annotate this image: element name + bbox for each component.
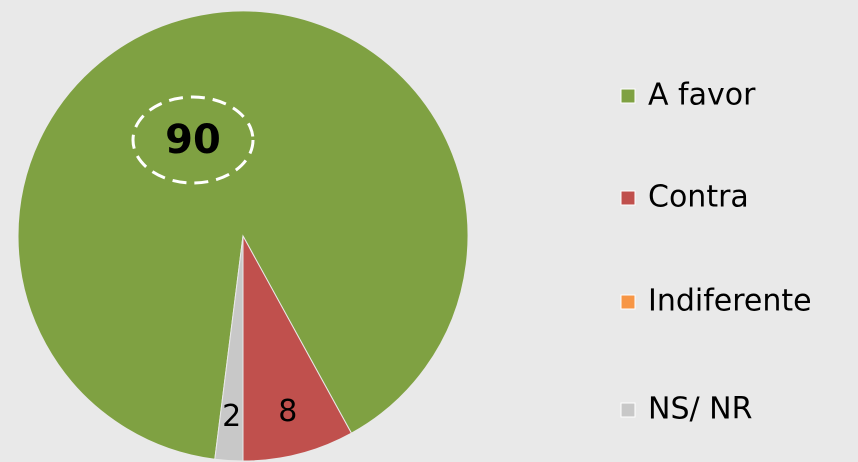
- legend-swatch: [620, 88, 636, 104]
- data-label: 2: [222, 399, 241, 434]
- data-label: 8: [278, 394, 297, 429]
- legend-label: NS/ NR: [648, 392, 752, 427]
- label-highlight: [131, 95, 255, 185]
- legend-label: Contra: [648, 180, 749, 215]
- data-label: 90: [165, 117, 221, 163]
- pie-slice: [17, 10, 469, 460]
- legend-swatch: [620, 190, 636, 206]
- legend-label: A favor: [648, 78, 756, 113]
- legend-label: Indiferente: [648, 284, 812, 319]
- pie-slice: [214, 235, 244, 462]
- legend-swatch: [620, 294, 636, 310]
- legend-swatch: [620, 402, 636, 418]
- pie-slice: [242, 235, 353, 462]
